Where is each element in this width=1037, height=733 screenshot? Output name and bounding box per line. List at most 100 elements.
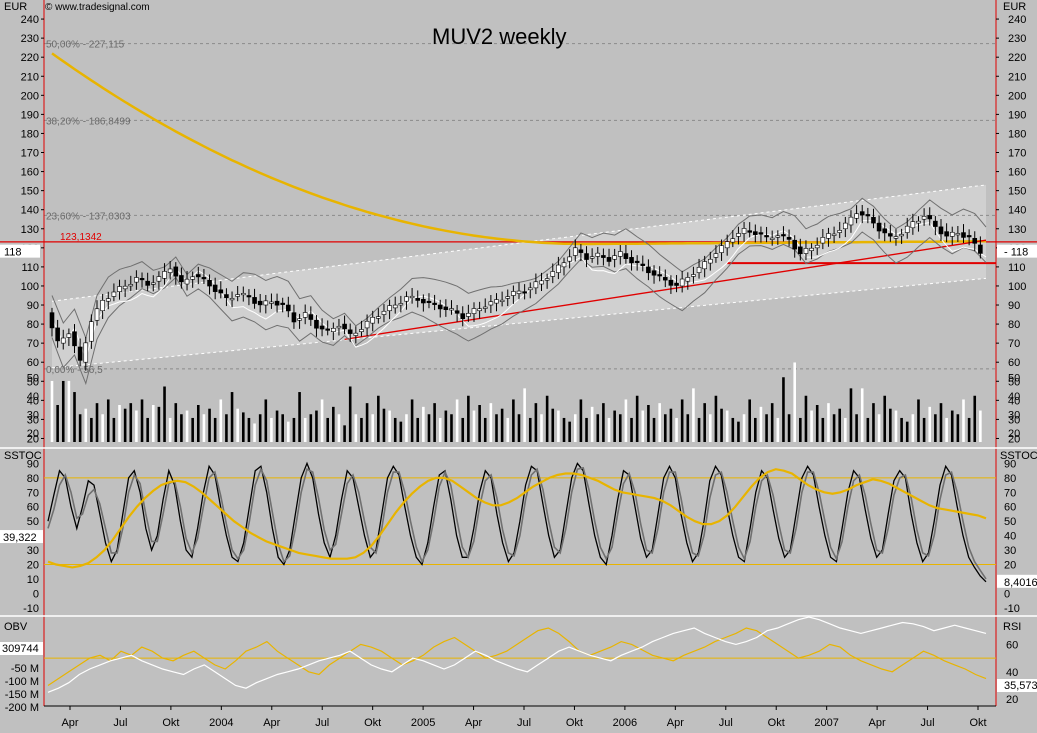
candle-body [77, 346, 83, 361]
volume-bar [900, 417, 903, 442]
candle-body [128, 284, 134, 287]
y-unit-left: EUR [4, 1, 27, 13]
volume-bar [934, 414, 937, 442]
resistance-label: 123,1342 [60, 232, 102, 243]
volume-bar [371, 414, 375, 442]
volume-bar [202, 414, 206, 442]
volume-bar [242, 412, 245, 442]
candle-body [662, 277, 668, 281]
volume-bar [512, 399, 515, 442]
price-tick-label-left: 160 [21, 167, 39, 179]
candle-body [651, 270, 657, 276]
candle-body [297, 318, 302, 321]
candle-body [404, 296, 409, 302]
price-tick-label-right: 80 [1008, 319, 1020, 331]
price-tick-label-right: 180 [1008, 128, 1026, 140]
volume-bar [410, 399, 414, 442]
price-tick-label-right: 90 [1008, 300, 1020, 312]
candle-body [314, 319, 319, 329]
candle-body [786, 237, 792, 240]
volume-bar [669, 408, 673, 442]
volume-bar [517, 414, 521, 442]
candle-body [134, 277, 139, 283]
volume-bar [889, 408, 892, 442]
candle-body [758, 232, 764, 235]
candle-body [201, 277, 207, 280]
candle-body [949, 231, 955, 237]
x-tick-label: Jul [113, 717, 127, 729]
obv-series-1 [47, 616, 987, 693]
candle-body [572, 247, 578, 256]
candle-body [302, 312, 308, 318]
candle-body [212, 284, 218, 292]
candle-body [674, 282, 679, 286]
volume-bar [129, 403, 133, 442]
candle-body [730, 238, 736, 243]
candle-body [392, 304, 398, 309]
x-tick-label: 2006 [613, 717, 637, 729]
volume-bar [883, 395, 887, 442]
candle-body [617, 251, 623, 257]
volume-bar [725, 410, 729, 442]
candle-body [826, 233, 831, 239]
volume-bar [872, 403, 875, 442]
volume-bar [534, 403, 538, 442]
ssto-tick-left: 20 [27, 559, 39, 571]
candle-body [882, 228, 888, 234]
candle-body [769, 237, 775, 240]
volume-bar [489, 403, 493, 442]
price-tick-label-right: 130 [1008, 224, 1026, 236]
candle-body [927, 215, 933, 220]
volume-bar [979, 410, 982, 442]
candle-body [888, 233, 893, 237]
price-tick-label-right: 170 [1008, 148, 1026, 160]
rsi-tick: 20 [1006, 694, 1018, 706]
volume-bar [472, 410, 476, 442]
candle-body [657, 274, 662, 277]
candle-body [921, 215, 927, 220]
candle-body [359, 329, 364, 333]
price-tick-label-right: 60 [1008, 357, 1020, 369]
price-tick-label-left: 60 [27, 357, 39, 369]
volume-bar [298, 392, 301, 442]
price-tick-label-left: 150 [21, 186, 39, 198]
volume-bar [309, 414, 313, 442]
volume-bar [135, 410, 138, 442]
price-tick-label-right: 70 [1008, 338, 1020, 350]
x-tick-label: Apr [869, 717, 886, 729]
candle-body [708, 258, 713, 264]
candle-body [252, 297, 257, 304]
candle-body [966, 235, 972, 238]
volume-bar [860, 388, 864, 442]
volume-bar [151, 405, 155, 442]
candle-body [747, 230, 752, 233]
candle-body [89, 321, 94, 342]
volume-bar [742, 414, 746, 442]
volume-bar [106, 399, 110, 442]
candle-body [556, 264, 561, 273]
candle-body [741, 228, 747, 234]
candle-body [606, 257, 612, 262]
price-tick-label-right: 220 [1008, 52, 1026, 64]
candle-body [100, 300, 105, 312]
candle-body [753, 231, 758, 235]
candle-body [494, 299, 499, 304]
candle-body [601, 255, 606, 258]
volume-bar [157, 406, 161, 442]
volume-bar [303, 417, 307, 442]
volume-tick-left: 50 [27, 372, 39, 384]
candle-body [167, 268, 173, 273]
obv-series-0 [47, 627, 987, 686]
volume-bar [737, 421, 740, 442]
volume-bar [545, 395, 549, 442]
volume-bar [427, 414, 431, 442]
price-tick-label-right: 230 [1008, 33, 1026, 45]
volume-bar [196, 405, 200, 442]
volume-bar [377, 395, 380, 442]
volume-bar [709, 414, 712, 442]
volume-bar [320, 399, 324, 442]
volume-bar [500, 408, 504, 442]
candle-body [218, 289, 224, 294]
candle-body [843, 222, 848, 230]
x-tick-label: Okt [969, 717, 986, 729]
